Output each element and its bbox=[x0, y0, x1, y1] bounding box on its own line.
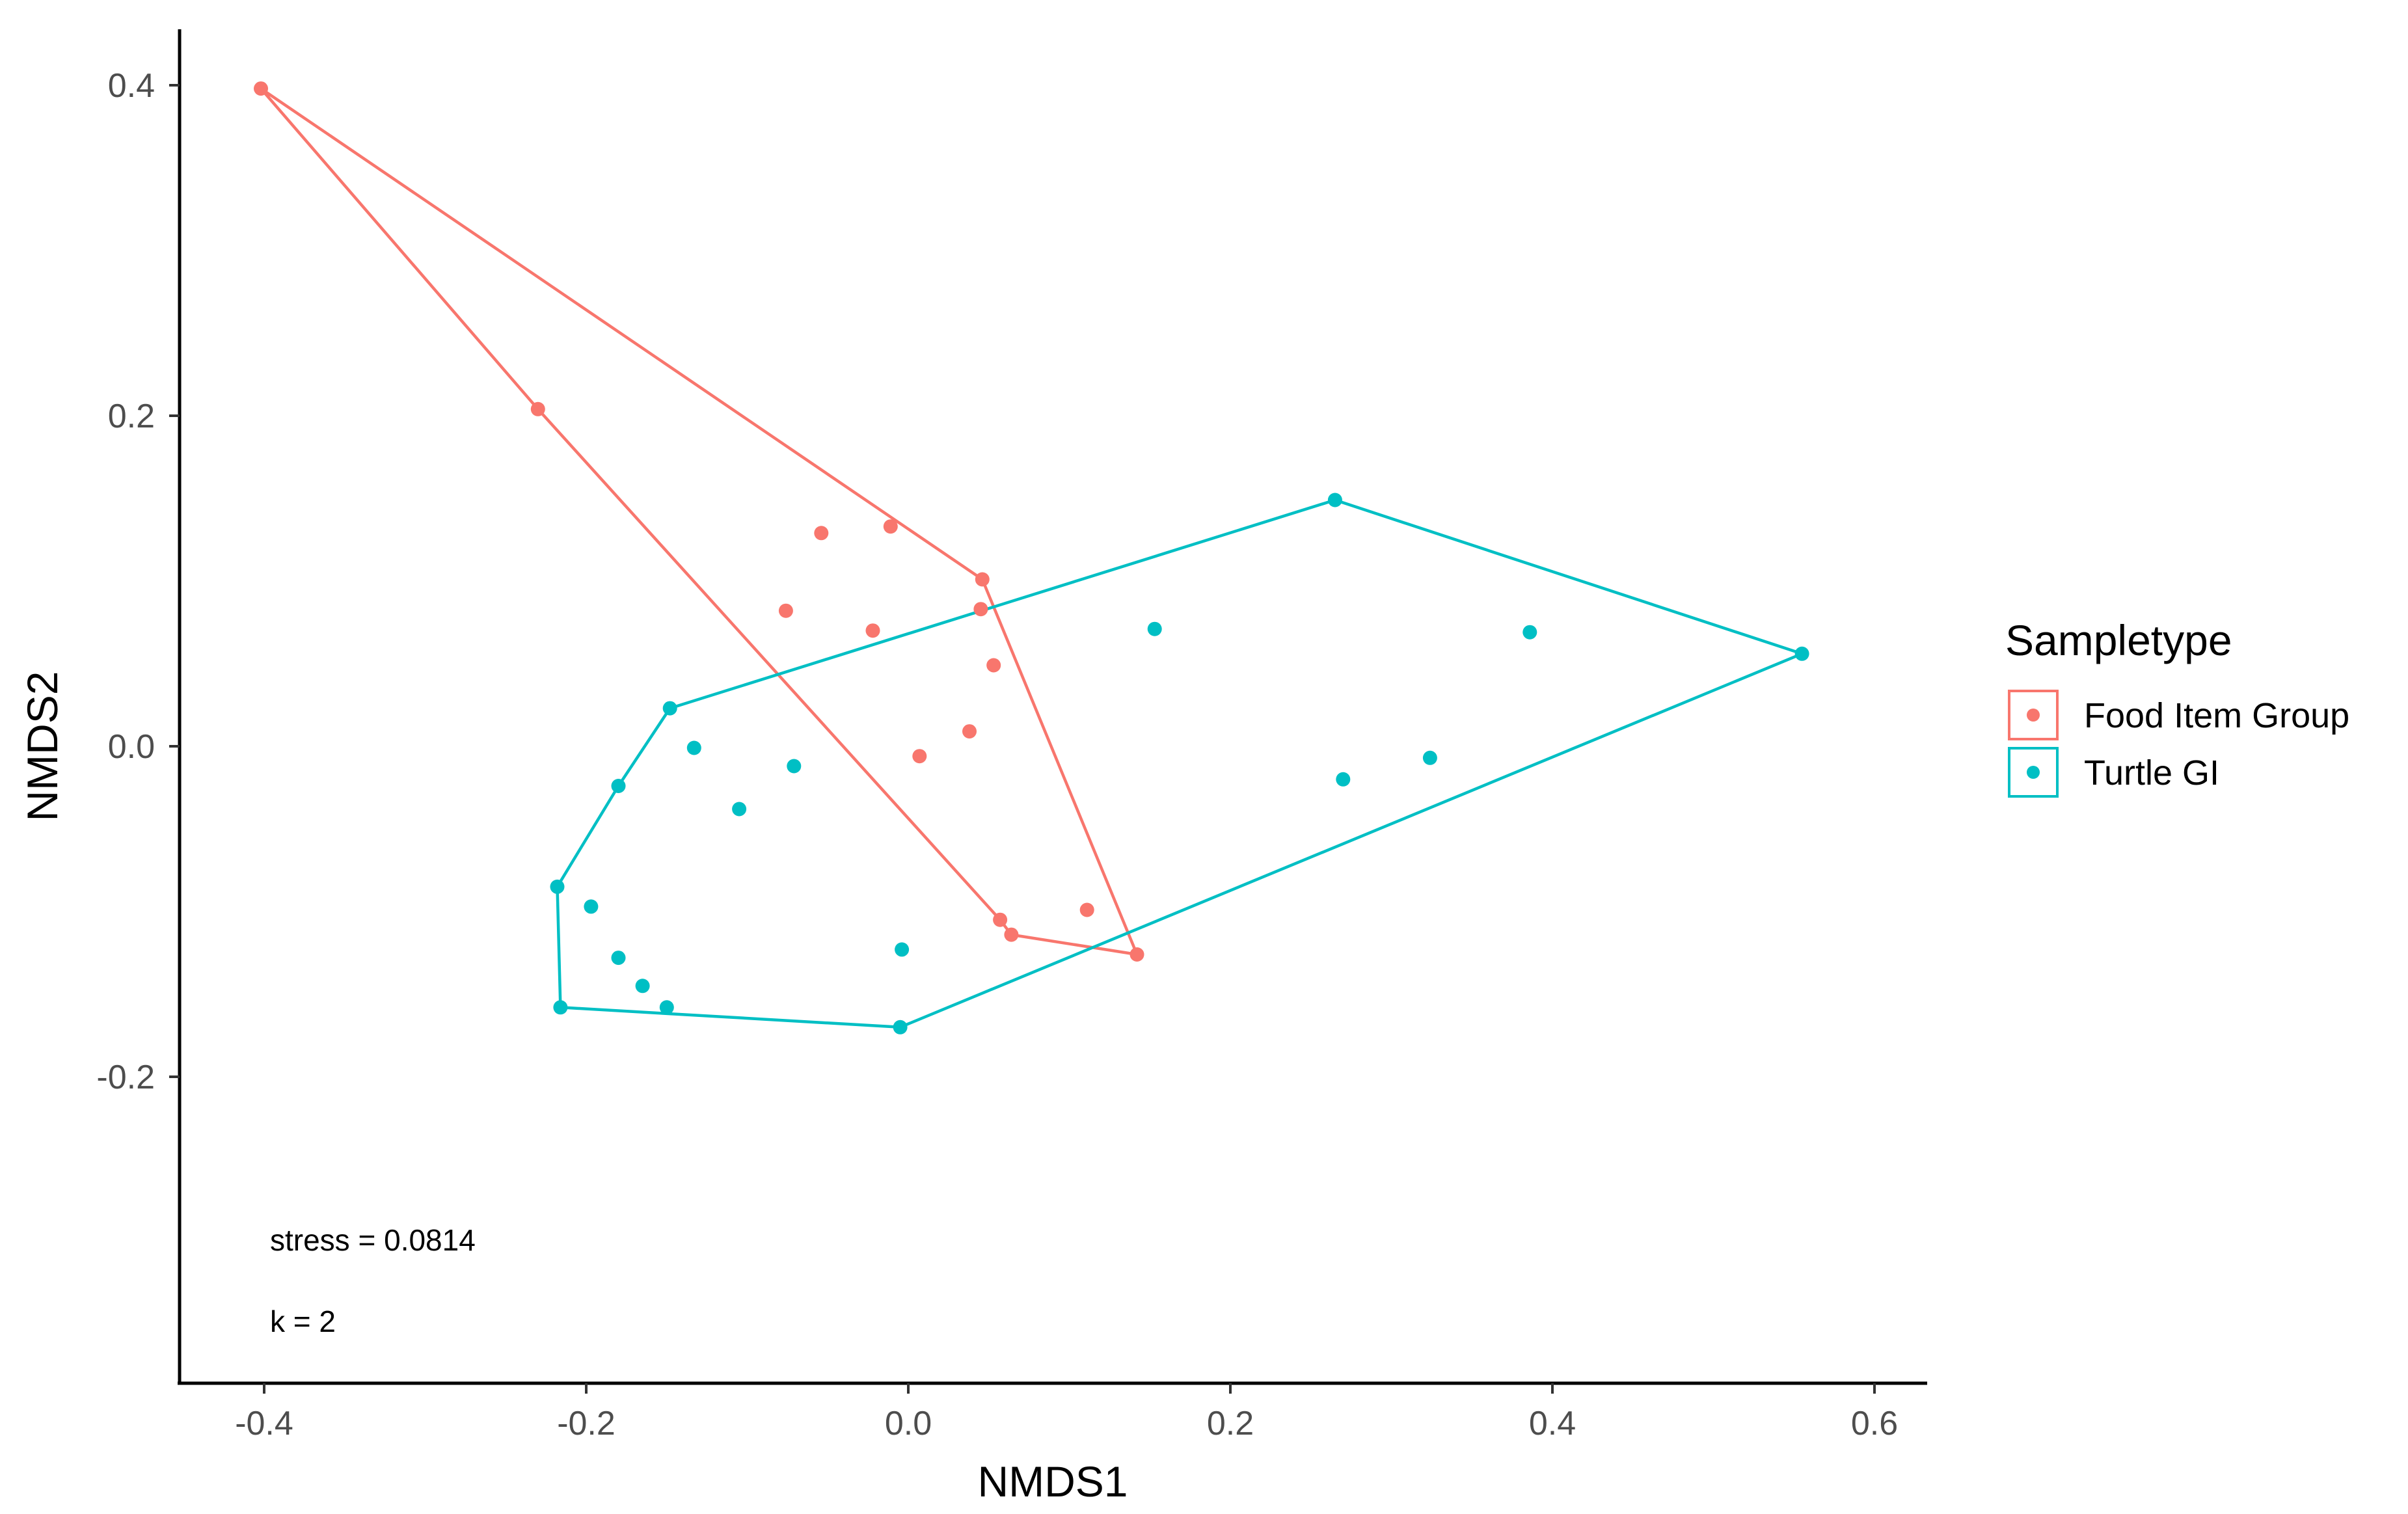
y-tick-label: 0.4 bbox=[108, 67, 155, 105]
point-food-item-group-7 bbox=[973, 602, 988, 617]
point-turtle-gi-15 bbox=[895, 942, 910, 957]
point-food-item-group-4 bbox=[975, 572, 990, 587]
point-food-item-group-9 bbox=[962, 724, 977, 739]
point-food-item-group-0 bbox=[254, 81, 268, 96]
point-food-item-group-5 bbox=[778, 603, 793, 618]
annotation-stress: stress = 0.0814 bbox=[270, 1223, 476, 1257]
legend-dot-turtle bbox=[2027, 766, 2040, 779]
point-turtle-gi-11 bbox=[611, 951, 626, 966]
x-tick-label: -0.4 bbox=[235, 1405, 293, 1442]
point-turtle-gi-10 bbox=[584, 899, 599, 914]
hull-food-item-group bbox=[259, 87, 1139, 956]
point-turtle-gi-0 bbox=[1327, 493, 1342, 507]
point-turtle-gi-14 bbox=[553, 1000, 568, 1015]
point-turtle-gi-17 bbox=[1336, 772, 1351, 787]
point-food-item-group-3 bbox=[883, 519, 898, 534]
x-tick-label: 0.2 bbox=[1207, 1405, 1254, 1442]
y-tick-label: 0.2 bbox=[108, 398, 155, 435]
legend-label-food: Food Item Group bbox=[2084, 696, 2349, 735]
hull-layer bbox=[259, 87, 1804, 1029]
axes bbox=[178, 29, 1927, 1385]
point-turtle-gi-7 bbox=[732, 802, 747, 817]
y-tick-label: 0.0 bbox=[108, 728, 155, 766]
point-turtle-gi-2 bbox=[1147, 621, 1162, 636]
legend-key-food bbox=[2008, 690, 2059, 740]
point-food-item-group-1 bbox=[530, 401, 545, 416]
point-food-item-group-8 bbox=[986, 658, 1001, 673]
point-turtle-gi-16 bbox=[893, 1020, 908, 1034]
point-food-item-group-13 bbox=[1079, 902, 1094, 917]
point-food-item-group-6 bbox=[865, 623, 880, 638]
hull-turtle-gi bbox=[556, 498, 1804, 1029]
point-turtle-gi-13 bbox=[659, 1000, 674, 1015]
point-food-item-group-10 bbox=[912, 749, 927, 764]
point-turtle-gi-6 bbox=[787, 759, 802, 774]
legend-title: Sampletype bbox=[2005, 616, 2232, 664]
point-food-item-group-2 bbox=[814, 526, 829, 541]
annotation-k: k = 2 bbox=[270, 1304, 336, 1338]
x-ticks: -0.4 -0.2 0.0 0.2 0.4 0.6 bbox=[235, 1383, 1898, 1442]
point-turtle-gi-3 bbox=[1522, 625, 1537, 640]
point-turtle-gi-8 bbox=[611, 779, 626, 793]
x-tick-label: 0.0 bbox=[885, 1405, 932, 1442]
point-turtle-gi-5 bbox=[686, 740, 701, 755]
point-turtle-gi-18 bbox=[1422, 750, 1437, 765]
y-ticks: -0.2 0.0 0.2 0.4 bbox=[96, 67, 180, 1096]
legend-key-turtle bbox=[2008, 747, 2059, 798]
legend-item-food: Food Item Group bbox=[2008, 690, 2349, 740]
legend-item-turtle: Turtle GI bbox=[2008, 747, 2219, 798]
x-tick-label: 0.4 bbox=[1529, 1405, 1576, 1442]
points-layer bbox=[254, 81, 1809, 1034]
point-turtle-gi-4 bbox=[662, 701, 677, 716]
x-axis-title: NMDS1 bbox=[977, 1457, 1128, 1506]
legend-label-turtle: Turtle GI bbox=[2084, 753, 2219, 792]
y-axis-title: NMDS2 bbox=[18, 671, 66, 821]
point-food-item-group-14 bbox=[1130, 947, 1144, 962]
point-turtle-gi-12 bbox=[635, 979, 650, 994]
point-turtle-gi-1 bbox=[1794, 646, 1809, 661]
x-tick-label: -0.2 bbox=[557, 1405, 616, 1442]
legend: Sampletype Food Item Group Turtle GI bbox=[2005, 616, 2349, 798]
point-turtle-gi-9 bbox=[550, 879, 565, 894]
y-tick-label: -0.2 bbox=[96, 1059, 155, 1096]
point-food-item-group-11 bbox=[993, 912, 1008, 927]
x-tick-label: 0.6 bbox=[1851, 1405, 1898, 1442]
legend-dot-food bbox=[2027, 709, 2040, 722]
point-food-item-group-12 bbox=[1004, 927, 1019, 942]
